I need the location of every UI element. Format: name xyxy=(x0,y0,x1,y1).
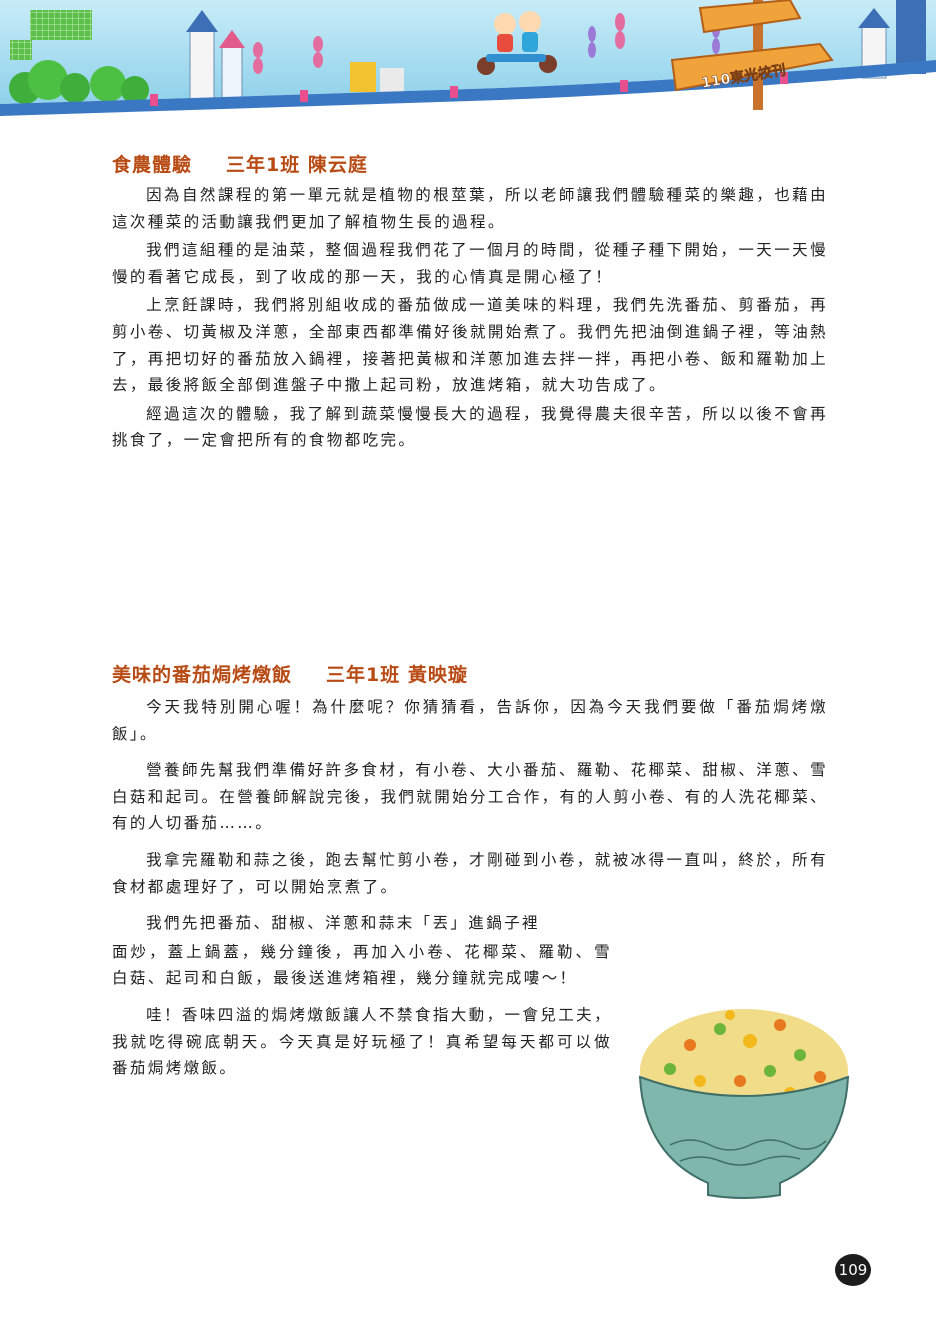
paragraph: 我拿完羅勒和蒜之後，跑去幫忙剪小卷，才剛碰到小卷，就被冰得一直叫，終於，所有食材… xyxy=(112,850,828,896)
paragraph: 因為自然課程的第一單元就是植物的根莖葉，所以老師讓我們體驗種菜的樂趣，也藉由這次… xyxy=(112,186,828,231)
article-2: 美味的番茄焗烤燉飯 三年1班 黃映璇 今天我特別開心喔！為什麼呢？你猜猜看，告訴你… xyxy=(112,662,828,1082)
header-banner: 110東光校刊 xyxy=(0,0,936,118)
signpost-icon xyxy=(670,0,834,92)
paragraph: 我們這組種的是油菜，整個過程我們花了一個月的時間，從種子種下開始，一天一天慢慢的… xyxy=(112,241,828,286)
bush-icon xyxy=(9,60,149,104)
paragraph-line: 我們先把番茄、甜椒、洋蔥和蒜末「丟」進鍋子裡 xyxy=(146,914,540,933)
article-title: 美味的番茄焗烤燉飯 三年1班 黃映璇 xyxy=(112,662,828,688)
article-1: 食農體驗 三年1班 陳云庭 因為自然課程的第一單元就是植物的根莖葉，所以老師讓我們… xyxy=(112,152,828,454)
page-number: 109 xyxy=(835,1254,871,1286)
paragraph: 我們先把番茄、甜椒、洋蔥和蒜末「丟」進鍋子裡 xyxy=(112,910,828,937)
kids-bike-icon xyxy=(477,11,557,75)
article-author: 三年1班 黃映璇 xyxy=(326,664,468,686)
article-title-text: 食農體驗 xyxy=(112,154,193,176)
paragraph: 經過這次的體驗，我了解到蔬菜慢慢長大的過程，我覺得農夫很辛苦，所以以後不會再挑食… xyxy=(112,404,828,450)
paragraph: 今天我特別開心喔！為什麼呢？你猜猜看，告訴你，因為今天我們要做「番茄焗烤燉飯」。 xyxy=(112,698,828,743)
paragraph-text: 面炒，蓋上鍋蓋，幾分鐘後，再加入小卷、花椰菜、羅勒、雪白菇、起司和白飯，最後送進… xyxy=(112,942,612,988)
article-author: 三年1班 陳云庭 xyxy=(226,154,368,176)
paragraph: 營養師先幫我們準備好許多食材，有小卷、大小番茄、羅勒、花椰菜、甜椒、洋蔥、雪白菇… xyxy=(112,761,829,833)
fried-rice-bowl-icon xyxy=(638,1009,850,1199)
flower-icon xyxy=(253,13,720,74)
paragraph: 面炒，蓋上鍋蓋，幾分鐘後，再加入小卷、花椰菜、羅勒、雪白菇、起司和白飯，最後送進… xyxy=(112,939,612,992)
paragraph: 哇！香味四溢的焗烤燉飯讓人不禁食指大動，一會兒工夫，我就吃得碗底朝天。今天真是好… xyxy=(112,1005,612,1078)
paragraph: 上烹飪課時，我們將別組收成的番茄做成一道美味的料理，我們先洗番茄、剪番茄，再剪小… xyxy=(112,296,829,395)
article-title: 食農體驗 三年1班 陳云庭 xyxy=(112,152,828,178)
buildings-icon xyxy=(186,0,926,101)
article-title-text: 美味的番茄焗烤燉飯 xyxy=(112,664,293,686)
